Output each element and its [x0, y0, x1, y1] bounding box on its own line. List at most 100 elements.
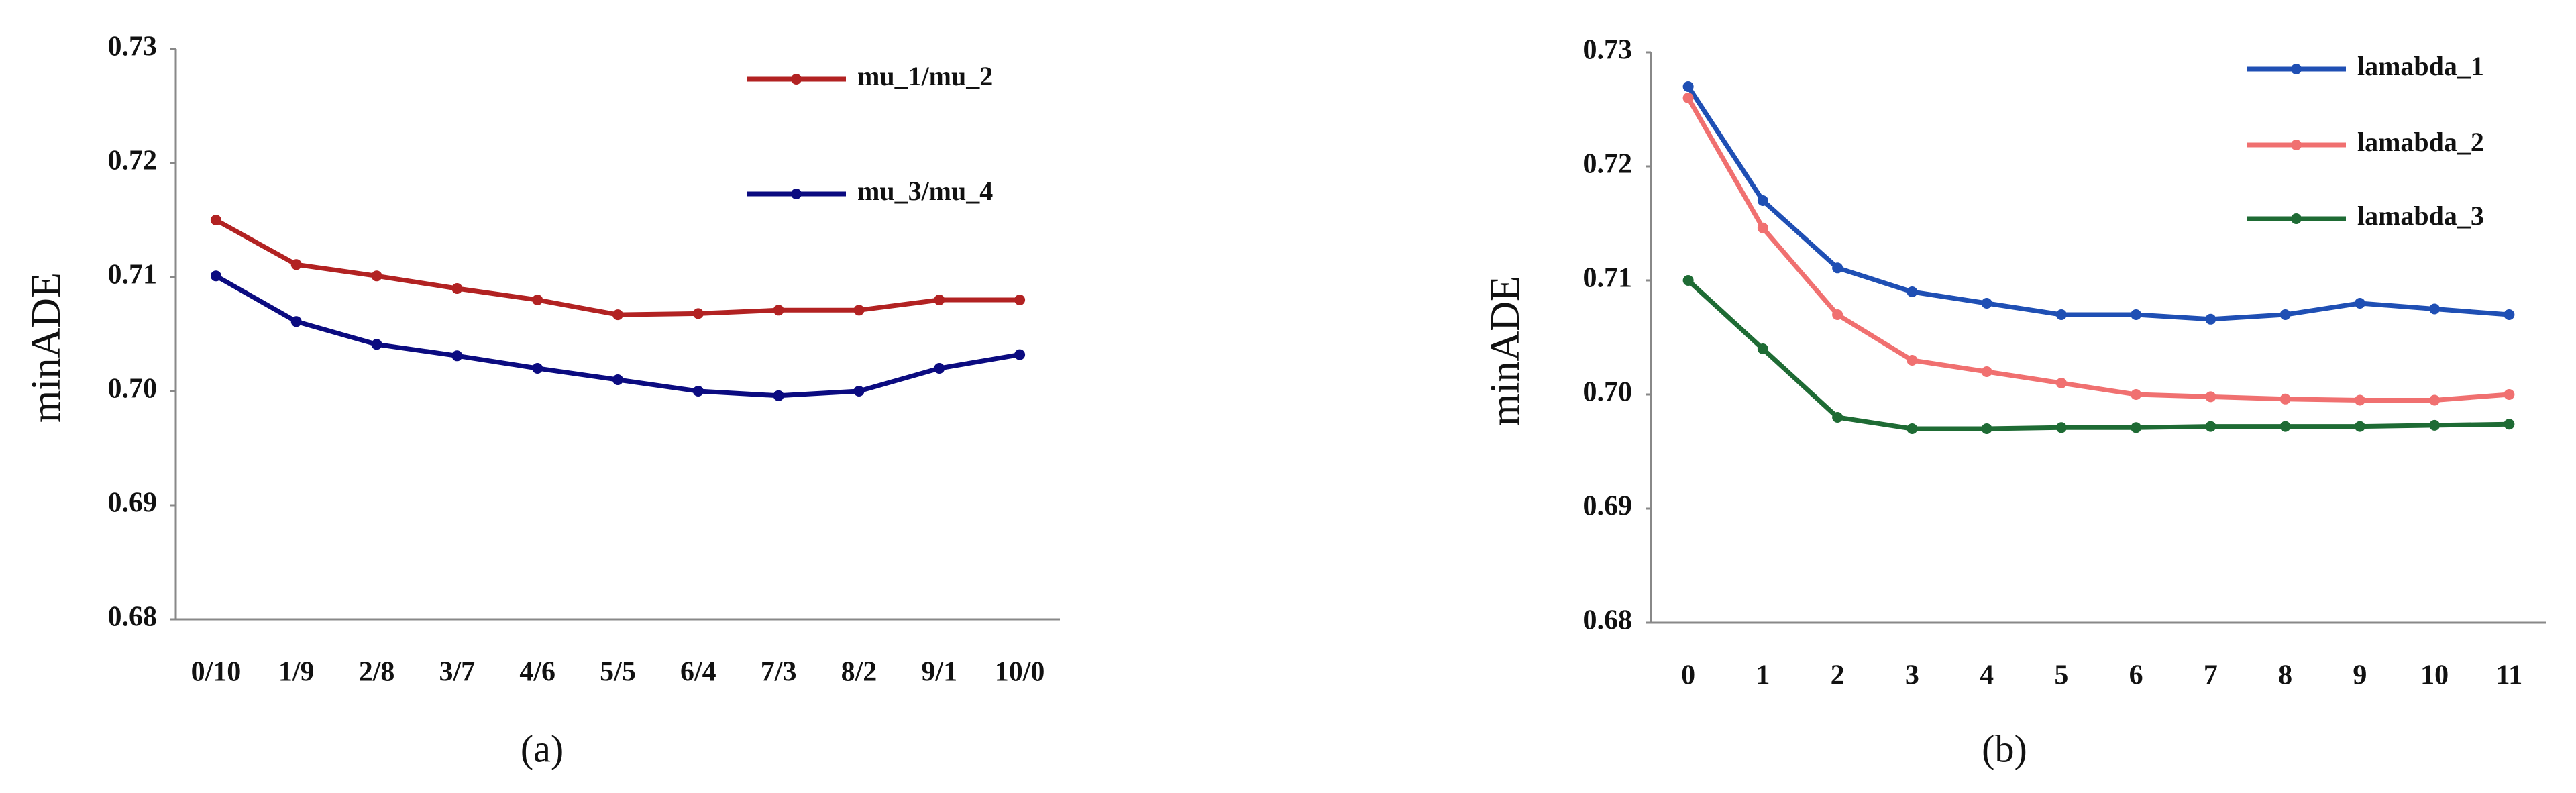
data-point — [1832, 412, 1843, 423]
data-point — [2055, 378, 2067, 388]
data-point — [692, 308, 704, 319]
data-point — [2279, 309, 2291, 320]
y-tick-label: 0.73 — [108, 32, 158, 62]
data-point — [2279, 393, 2291, 405]
x-tick-label: 3/7 — [439, 657, 476, 688]
data-point — [773, 305, 784, 316]
x-tick-label: 0 — [1681, 660, 1695, 691]
legend-marker — [791, 74, 802, 85]
series-line — [1686, 97, 2510, 403]
legend-marker — [2291, 213, 2302, 224]
data-point — [1757, 222, 1768, 233]
data-point — [2131, 389, 2142, 400]
data-point — [371, 339, 382, 350]
x-tick-label: 5/5 — [600, 657, 636, 688]
data-point — [210, 215, 221, 225]
data-point — [1907, 286, 1918, 297]
data-point — [210, 270, 221, 282]
x-tick-label: 5 — [2054, 660, 2068, 691]
data-point — [290, 259, 302, 270]
x-tick-label: 4 — [1980, 660, 1994, 691]
data-point — [2055, 309, 2067, 320]
data-point — [2205, 421, 2216, 432]
data-point — [1981, 298, 1992, 309]
y-axis-label: minADE — [23, 272, 69, 423]
caption: (a) — [521, 727, 564, 770]
x-tick-label: 7/3 — [761, 657, 797, 688]
data-point — [2055, 422, 2067, 433]
data-point — [1682, 93, 1694, 103]
y-tick-label: 0.69 — [108, 488, 158, 519]
data-point — [451, 283, 463, 294]
y-axis-label: minADE — [1483, 276, 1528, 426]
legend-marker — [2291, 140, 2302, 150]
data-point — [2205, 391, 2216, 403]
data-point — [2205, 313, 2216, 325]
x-tick-label: 6 — [2129, 660, 2143, 691]
data-point — [612, 309, 623, 321]
data-point — [1832, 309, 1843, 320]
data-point — [773, 390, 784, 401]
data-point — [853, 386, 865, 396]
y-tick-label: 0.68 — [108, 602, 158, 633]
x-tick-label: 7 — [2204, 660, 2218, 691]
data-point — [2131, 309, 2142, 320]
data-point — [2354, 298, 2365, 309]
data-point — [692, 386, 704, 396]
y-tick-label: 0.68 — [1583, 605, 1633, 636]
x-tick-label: 10/0 — [995, 657, 1045, 688]
legend-marker — [791, 189, 802, 199]
series-line — [1686, 85, 2510, 322]
series-line — [1686, 278, 2510, 431]
x-tick-label: 1/9 — [278, 657, 315, 688]
x-tick-label: 10 — [2420, 660, 2449, 691]
caption: (b) — [1982, 727, 2027, 770]
data-point — [1907, 423, 1918, 434]
data-point — [2429, 419, 2440, 431]
data-point — [290, 316, 302, 327]
data-point — [934, 295, 945, 305]
data-point — [1907, 355, 1918, 366]
y-tick-label: 0.72 — [1583, 149, 1633, 180]
data-point — [2354, 421, 2365, 432]
data-point — [371, 270, 382, 282]
data-point — [532, 363, 543, 374]
x-tick-label: 8/2 — [841, 657, 877, 688]
y-tick-label: 0.71 — [108, 260, 158, 290]
series-line — [215, 217, 1020, 317]
y-tick-label: 0.70 — [1583, 377, 1633, 408]
x-tick-label: 4/6 — [519, 657, 555, 688]
x-tick-label: 2 — [1831, 660, 1845, 691]
data-point — [1014, 295, 1026, 305]
legend-marker — [2291, 64, 2302, 74]
data-point — [1014, 349, 1026, 360]
x-tick-label: 3 — [1905, 660, 1919, 691]
data-point — [2504, 309, 2515, 320]
data-point — [2354, 394, 2365, 406]
x-tick-label: 1 — [1756, 660, 1770, 691]
x-tick-label: 0/10 — [191, 657, 241, 688]
data-point — [2504, 389, 2515, 400]
y-tick-label: 0.71 — [1583, 263, 1633, 294]
data-point — [1682, 275, 1694, 286]
data-point — [2279, 421, 2291, 432]
data-point — [1757, 343, 1768, 354]
data-point — [1981, 423, 1992, 434]
data-point — [2429, 394, 2440, 406]
x-tick-label: 6/4 — [680, 657, 716, 688]
data-point — [1981, 366, 1992, 377]
x-tick-label: 11 — [2496, 660, 2523, 691]
legend-label: mu_1/mu_2 — [857, 61, 993, 91]
data-point — [612, 374, 623, 385]
data-point — [451, 350, 463, 362]
data-point — [2131, 422, 2142, 433]
x-tick-label: 8 — [2278, 660, 2292, 691]
data-point — [2504, 419, 2515, 430]
data-point — [1682, 81, 1694, 92]
x-tick-label: 9 — [2353, 660, 2367, 691]
x-tick-label: 9/1 — [921, 657, 957, 688]
data-point — [934, 363, 945, 374]
legend-label: lamabda_1 — [2357, 51, 2484, 81]
data-point — [1757, 195, 1768, 206]
